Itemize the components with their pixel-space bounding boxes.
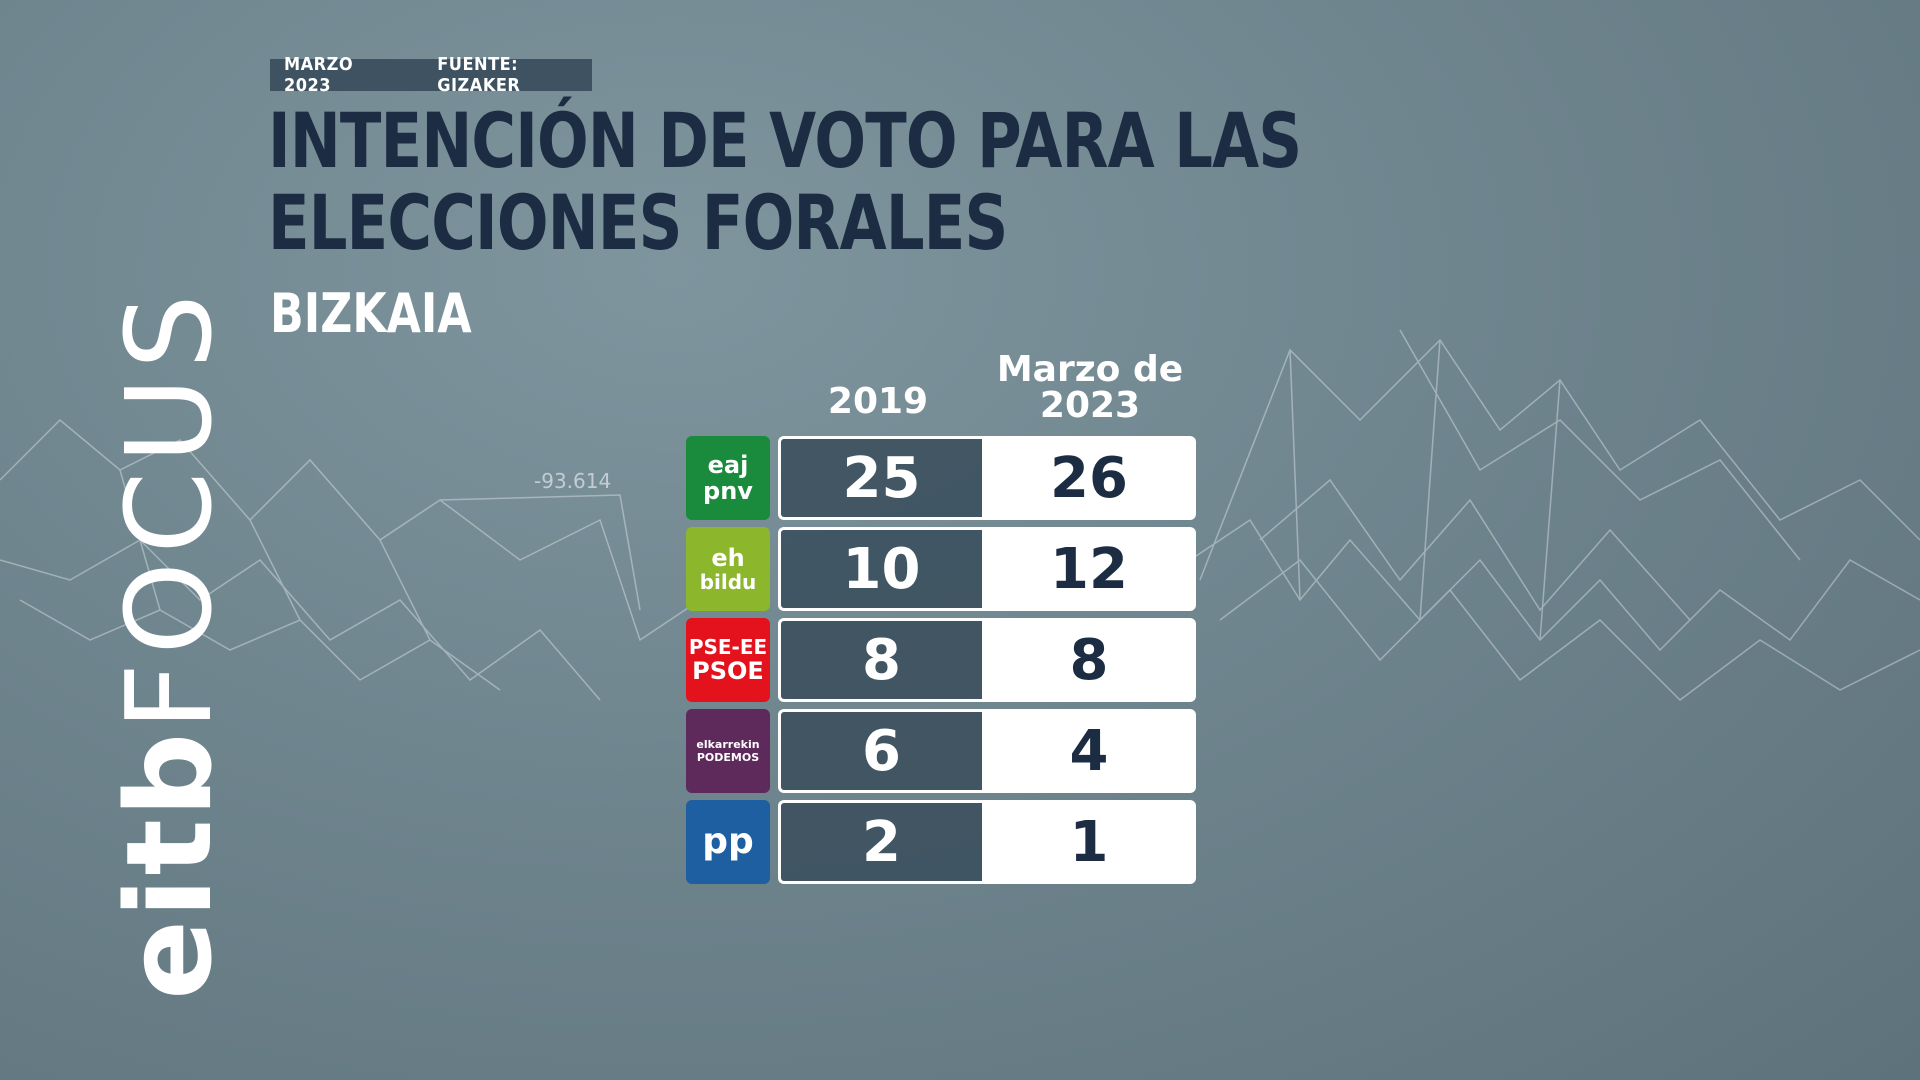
source-bar: MARZO 2023 FUENTE: GIZAKER [270,54,592,96]
party-logo-text: pnv [703,477,753,505]
column-header-line: 2023 [1039,385,1141,426]
party-logo-pp: pp [686,800,770,884]
party-logo-text: PODEMOS [696,751,760,764]
brand-part-focus: FOCUS [100,286,238,731]
source-label: FUENTE: GIZAKER [437,54,521,96]
background-ticker-value: -93.614 [534,469,612,493]
seats-cell-2023: 12 [982,527,1196,611]
seats-cell-2019: 25 [778,436,982,520]
seats-cell-2023: 26 [982,436,1196,520]
seats-cell-2023: 1 [982,800,1196,884]
column-header-2019: 2019 [778,384,978,420]
party-logo-text: eh [711,544,745,572]
date-label: MARZO 2023 [284,54,354,96]
column-header-2023: Marzo de 2023 [980,352,1200,424]
party-logo-text: PSOE [692,657,764,685]
party-logo-text: eaj [707,451,749,479]
party-logo-text: pp [702,821,754,862]
party-logo-text: bildu [699,570,757,594]
party-logo-text: elkarrekin [696,738,760,751]
seats-cell-2023: 4 [982,709,1196,793]
party-logo-eh-bildu: eh bildu [686,527,770,611]
brand-part-eitb: eitb [100,730,238,1000]
seats-cell-2019: 8 [778,618,982,702]
column-header-line: Marzo de [996,349,1184,390]
seats-cell-2019: 6 [778,709,982,793]
party-logo-pse-ee-psoe: PSE-EE PSOE [686,618,770,702]
chart-title: INTENCIÓN DE VOTO PARA LAS ELECCIONES FO… [268,96,1302,267]
eitb-focus-logo: eitbFOCUS [100,286,238,1000]
chart-subtitle: BIZKAIA [270,282,472,345]
party-logo-eaj-pnv: eaj pnv [686,436,770,520]
seats-cell-2019: 2 [778,800,982,884]
column-header-line: 2019 [827,381,929,422]
party-logo-elkarrekin-podemos: elkarrekin PODEMOS [686,709,770,793]
seats-cell-2023: 8 [982,618,1196,702]
seats-cell-2019: 10 [778,527,982,611]
party-logo-text: PSE-EE [688,635,768,659]
